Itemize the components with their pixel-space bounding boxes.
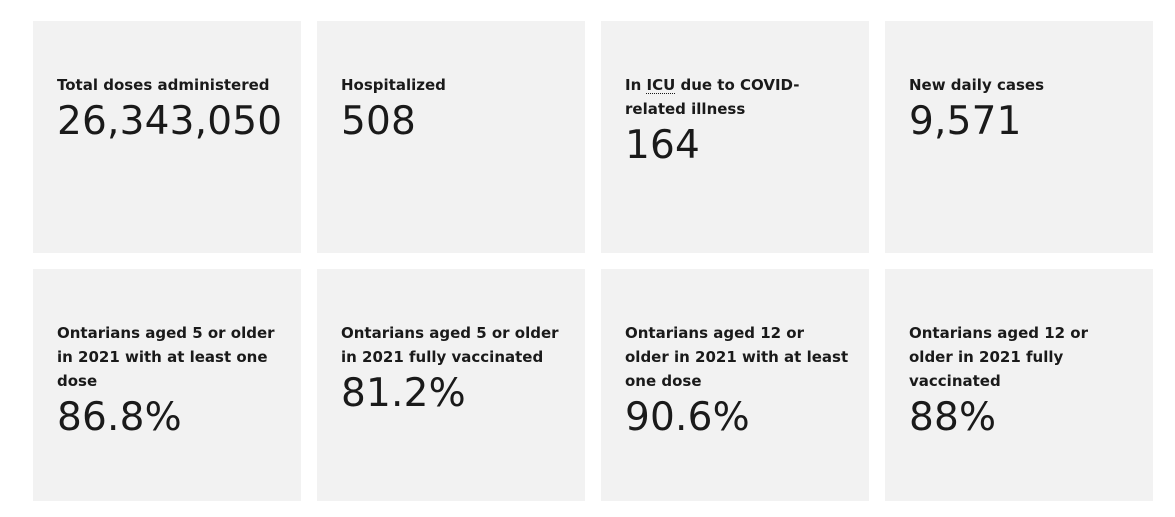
stat-label-text: Hospitalized xyxy=(341,76,446,94)
stat-card-12plus-one-dose: Ontarians aged 12 or older in 2021 with … xyxy=(601,269,869,501)
stat-value: 26,343,050 xyxy=(57,99,283,144)
stat-value: 90.6% xyxy=(625,395,750,440)
stat-label-text: Ontarians aged 5 or older in 2021 fully … xyxy=(341,324,559,366)
stat-label: Ontarians aged 5 or older in 2021 fully … xyxy=(341,321,565,369)
stat-value: 9,571 xyxy=(909,99,1022,144)
stat-value: 508 xyxy=(341,99,417,144)
stat-label-text: New daily cases xyxy=(909,76,1044,94)
stats-grid: Total doses administered 26,343,050 Hosp… xyxy=(33,21,1153,501)
stat-card-new-daily-cases: New daily cases 9,571 xyxy=(885,21,1153,253)
stat-label: New daily cases xyxy=(909,73,1133,97)
stat-label: Hospitalized xyxy=(341,73,565,97)
stat-label: In ICU due to COVID-related illness xyxy=(625,73,849,121)
stat-label: Ontarians aged 12 or older in 2021 fully… xyxy=(909,321,1133,393)
stat-card-5plus-fully-vaccinated: Ontarians aged 5 or older in 2021 fully … xyxy=(317,269,585,501)
stat-label: Ontarians aged 12 or older in 2021 with … xyxy=(625,321,849,393)
stat-card-total-doses: Total doses administered 26,343,050 xyxy=(33,21,301,253)
stat-card-icu: In ICU due to COVID-related illness 164 xyxy=(601,21,869,253)
stat-value: 88% xyxy=(909,395,997,440)
stat-label: Total doses administered xyxy=(57,73,281,97)
stat-label-text: Ontarians aged 5 or older in 2021 with a… xyxy=(57,324,275,390)
stat-label-text: Total doses administered xyxy=(57,76,270,94)
stat-card-5plus-one-dose: Ontarians aged 5 or older in 2021 with a… xyxy=(33,269,301,501)
stat-label-text: Ontarians aged 12 or older in 2021 with … xyxy=(625,324,849,390)
icu-abbreviation[interactable]: ICU xyxy=(646,76,676,94)
stat-card-hospitalized: Hospitalized 508 xyxy=(317,21,585,253)
stat-value: 86.8% xyxy=(57,395,182,440)
stat-value: 81.2% xyxy=(341,371,466,416)
stat-value: 164 xyxy=(625,123,701,168)
stat-label: Ontarians aged 5 or older in 2021 with a… xyxy=(57,321,281,393)
stat-label-text: due to COVID-related illness xyxy=(625,76,800,118)
stat-label-text: In xyxy=(625,76,647,94)
stat-label-text: Ontarians aged 12 or older in 2021 fully… xyxy=(909,324,1089,390)
stat-card-12plus-fully-vaccinated: Ontarians aged 12 or older in 2021 fully… xyxy=(885,269,1153,501)
